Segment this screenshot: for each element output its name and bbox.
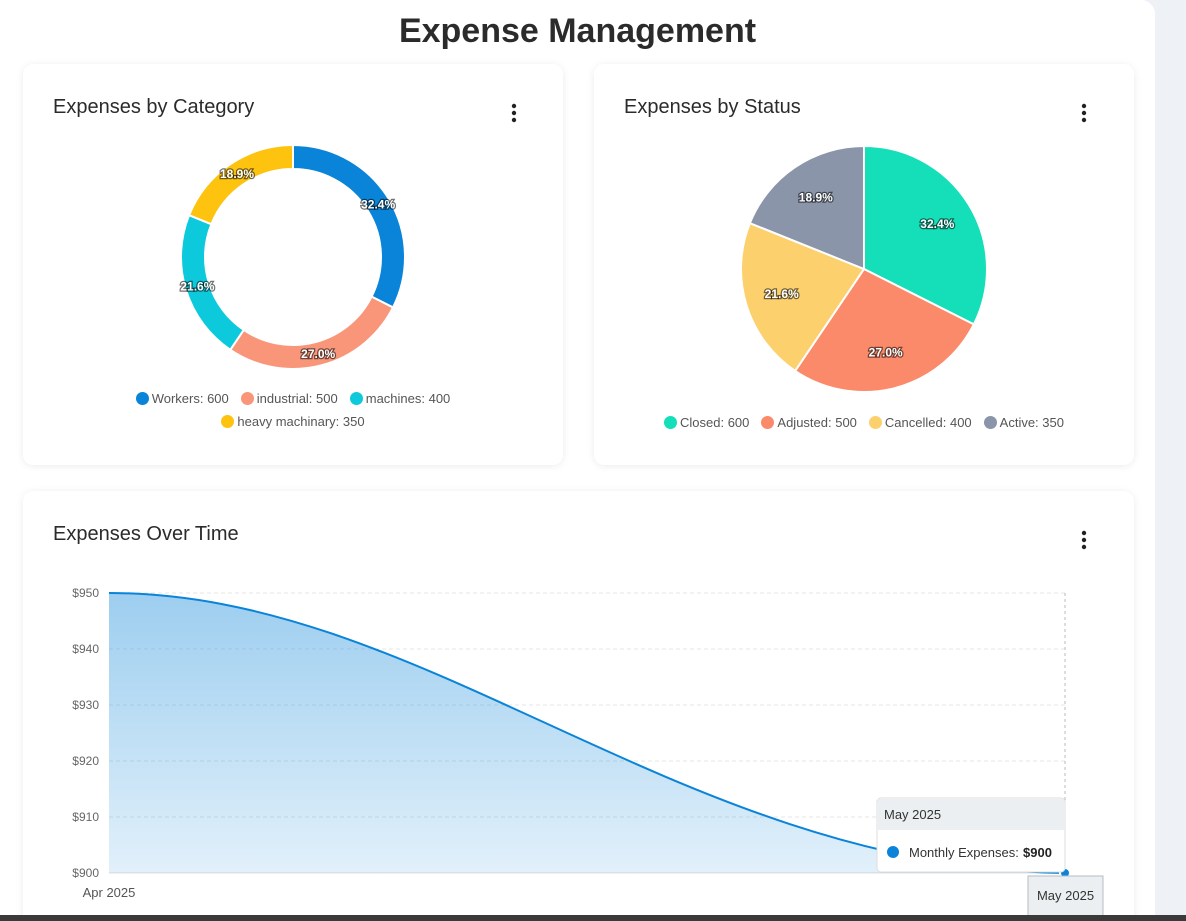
legend-label: Active: 350: [999, 415, 1064, 430]
taskbar: [0, 915, 1186, 921]
y-tick-label: $900: [72, 866, 99, 880]
legend-label: Adjusted: 500: [777, 415, 857, 430]
slice: [740, 221, 866, 373]
legend-item: Closed: 600: [664, 415, 749, 430]
legend-marker: [761, 416, 775, 429]
percent-label: 27.0%: [301, 347, 335, 361]
y-tick-label: $940: [72, 642, 99, 656]
page-title: Expense Management: [398, 12, 757, 50]
legend-label: heavy machinary: 350: [237, 414, 365, 429]
legend-label: Cancelled: 400: [884, 415, 972, 430]
legend-item: Cancelled: 400: [868, 415, 972, 430]
menu-icon[interactable]: [511, 103, 517, 123]
slice: [863, 144, 988, 326]
area: [109, 593, 1065, 873]
legend-item: machines: 400: [349, 391, 451, 406]
y-tick-label: $920: [72, 754, 99, 768]
percent-label: 18.9%: [799, 191, 833, 205]
slice: [292, 143, 406, 309]
y-tick-label: $930: [72, 698, 99, 712]
percent-label: 32.4%: [361, 198, 395, 212]
tooltip-value: $900: [1023, 845, 1052, 860]
slice: [187, 143, 294, 226]
menu-icon[interactable]: [1081, 103, 1087, 123]
percent-label: 32.4%: [920, 217, 954, 231]
legend-item: industrial: 500: [240, 391, 338, 406]
percent-label: 21.6%: [765, 287, 799, 301]
legend: Workers: 600 industrial: 500 machines: 400…: [118, 391, 468, 429]
x-tick-label: May 2025: [1037, 888, 1094, 903]
tooltip-label: Monthly Expenses:: [909, 845, 1019, 860]
legend-label: machines: 400: [365, 391, 451, 406]
legend-marker: [240, 392, 254, 405]
card-title: Expenses Over Time: [53, 523, 239, 545]
legend-item: heavy machinary: 350: [221, 414, 365, 429]
x-tooltip-box: [1027, 875, 1104, 917]
legend-marker: [983, 416, 997, 429]
legend-marker: [221, 415, 235, 428]
tooltip-marker: [887, 846, 899, 858]
tooltip-header: [878, 799, 1064, 830]
legend-label: industrial: 500: [256, 391, 338, 406]
tooltip-title: May 2025: [884, 807, 941, 822]
percent-label: 21.6%: [180, 279, 214, 293]
legend-marker: [349, 392, 363, 405]
legend-label: Closed: 600: [680, 415, 750, 430]
card-title: Expenses by Category: [53, 96, 255, 118]
card: [23, 64, 563, 465]
x-tick-label: Apr 2025: [83, 885, 136, 900]
slice: [748, 144, 865, 271]
legend: Closed: 600 Adjusted: 500 Cancelled: 400 Ac…: [634, 415, 1094, 430]
legend-marker: [868, 416, 882, 429]
legend-item: Workers: 600: [135, 391, 229, 406]
percent-label: 27.0%: [869, 345, 903, 359]
legend-label: Workers: 600: [151, 391, 229, 406]
legend-item: Active: 350: [983, 415, 1064, 430]
slice: [793, 267, 976, 393]
card-title: Expenses by Status: [624, 96, 801, 118]
y-tick-label: $950: [72, 586, 99, 600]
legend-marker: [135, 392, 149, 405]
legend-item: Adjusted: 500: [761, 415, 857, 430]
menu-icon[interactable]: [1081, 530, 1087, 550]
legend-marker: [664, 416, 678, 429]
y-tick-label: $910: [72, 810, 99, 824]
percent-label: 18.9%: [220, 167, 254, 181]
